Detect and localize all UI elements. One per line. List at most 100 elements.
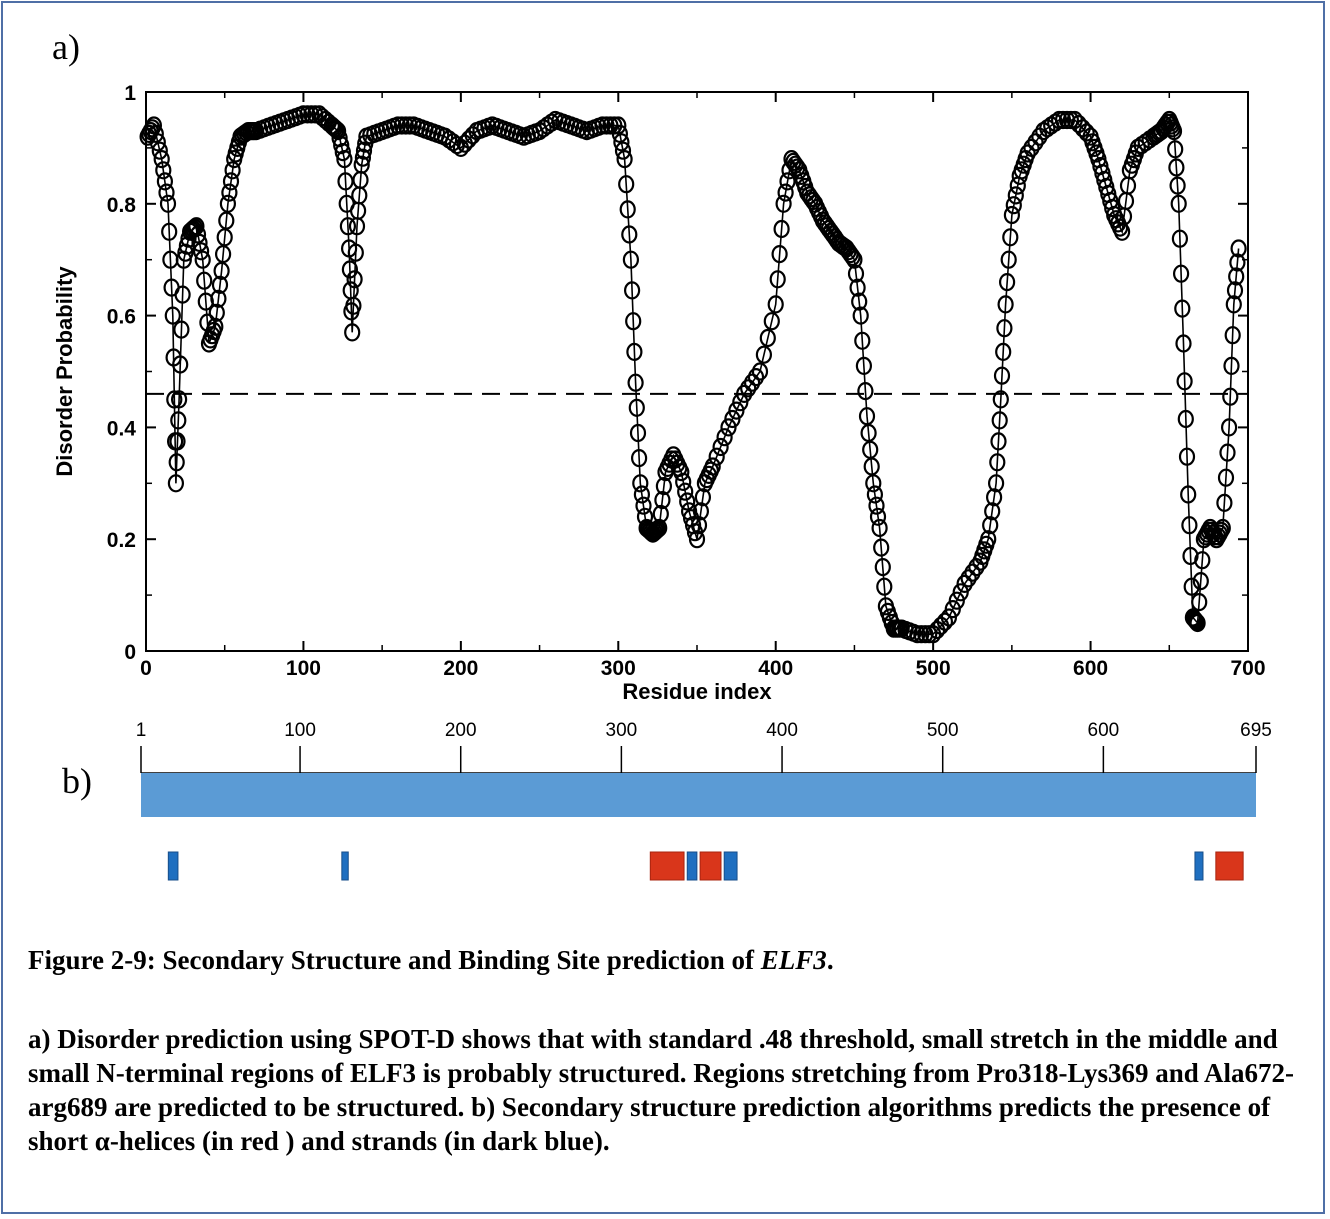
data-point [623, 281, 641, 300]
data-point [775, 194, 792, 213]
data-point [763, 312, 780, 331]
strand-segment [686, 851, 698, 881]
sequence-bar [141, 773, 1256, 817]
data-point [996, 319, 1013, 338]
data-point [616, 150, 633, 169]
x-tick-label: 500 [916, 657, 951, 680]
data-point [219, 194, 236, 213]
data-point [1217, 468, 1235, 487]
data-point [1188, 612, 1205, 631]
data-point [156, 172, 173, 191]
data-point [708, 447, 725, 466]
y-tick-label: 0.6 [107, 306, 136, 329]
data-point [692, 502, 710, 521]
data-point [1192, 571, 1209, 591]
data-point [1223, 356, 1240, 375]
data-point [1172, 264, 1190, 283]
data-point [655, 477, 673, 496]
data-point [393, 116, 410, 135]
data-point [844, 247, 861, 266]
data-point [1178, 447, 1196, 466]
helix-segment [1215, 851, 1244, 881]
data-point [675, 472, 692, 491]
x-tick-label: 700 [1230, 657, 1265, 680]
data-point [347, 243, 364, 262]
data-point [991, 411, 1008, 430]
data-point [1000, 250, 1017, 269]
data-point [751, 362, 769, 381]
data-point [1019, 144, 1036, 163]
data-point [869, 507, 887, 526]
data-point [1167, 140, 1184, 159]
data-point [868, 496, 885, 515]
data-point [1213, 521, 1230, 540]
data-point [613, 133, 630, 152]
data-point [344, 323, 361, 342]
data-point [1002, 228, 1019, 247]
data-point [1165, 122, 1183, 141]
data-point [1189, 613, 1206, 633]
sequence-tick-label: 1 [136, 720, 147, 741]
data-point [1230, 239, 1247, 258]
data-point [767, 295, 784, 314]
data-point [295, 105, 312, 124]
data-point [677, 482, 694, 501]
data-point [336, 150, 353, 169]
x-tick-label: 200 [443, 657, 478, 680]
data-point [990, 432, 1007, 451]
figure-caption-title: Figure 2-9: Secondary Structure and Bind… [28, 943, 1298, 977]
data-point [188, 217, 205, 236]
data-point [849, 278, 866, 297]
data-point [1216, 493, 1233, 512]
data-point [633, 485, 651, 504]
data-point [1169, 176, 1186, 195]
data-point [871, 518, 888, 538]
data-point [1191, 592, 1208, 612]
data-point [956, 574, 973, 594]
data-point [865, 474, 882, 493]
data-point [1183, 577, 1200, 596]
data-point [168, 453, 185, 472]
data-point [913, 625, 930, 644]
data-point [1180, 485, 1197, 504]
data-point [1054, 110, 1072, 130]
data-point [985, 488, 1003, 507]
data-point [622, 250, 640, 269]
data-point [1176, 372, 1193, 391]
y-axis-label: Disorder Probability [52, 266, 77, 477]
data-point [224, 161, 241, 180]
data-point [1171, 229, 1189, 248]
data-point [339, 217, 356, 236]
data-point [619, 200, 636, 219]
data-point [771, 245, 788, 264]
data-point [740, 379, 757, 398]
plot-area-frame [145, 91, 1249, 652]
data-point [145, 116, 162, 135]
data-point [147, 124, 164, 143]
data-point [1220, 418, 1238, 437]
figure-plots: 0 100 200 300 400 500 600 700 0 0.2 0.4 0.6 0.8 1 Resi… [52, 82, 1272, 881]
data-point [647, 521, 665, 540]
data-point [1168, 158, 1185, 177]
data-point [851, 292, 868, 311]
x-tick-label: 0 [140, 657, 152, 680]
data-point [779, 172, 796, 191]
data-point [704, 457, 721, 476]
data-point [984, 502, 1001, 521]
sequence-tick-label: 695 [1240, 720, 1272, 741]
data-point [1177, 409, 1194, 429]
data-point [307, 105, 324, 124]
caption-title-gene: ELF3 [760, 945, 827, 975]
data-point [873, 538, 890, 557]
data-point [673, 463, 690, 482]
data-point [679, 492, 696, 511]
data-point [777, 183, 794, 202]
data-point [1226, 281, 1244, 300]
data-point [874, 557, 891, 577]
data-point [208, 303, 225, 322]
data-point [646, 523, 663, 542]
data-point [354, 148, 371, 167]
disorder-series-line [146, 113, 1240, 636]
data-point [169, 432, 186, 451]
data-point [1005, 196, 1022, 215]
